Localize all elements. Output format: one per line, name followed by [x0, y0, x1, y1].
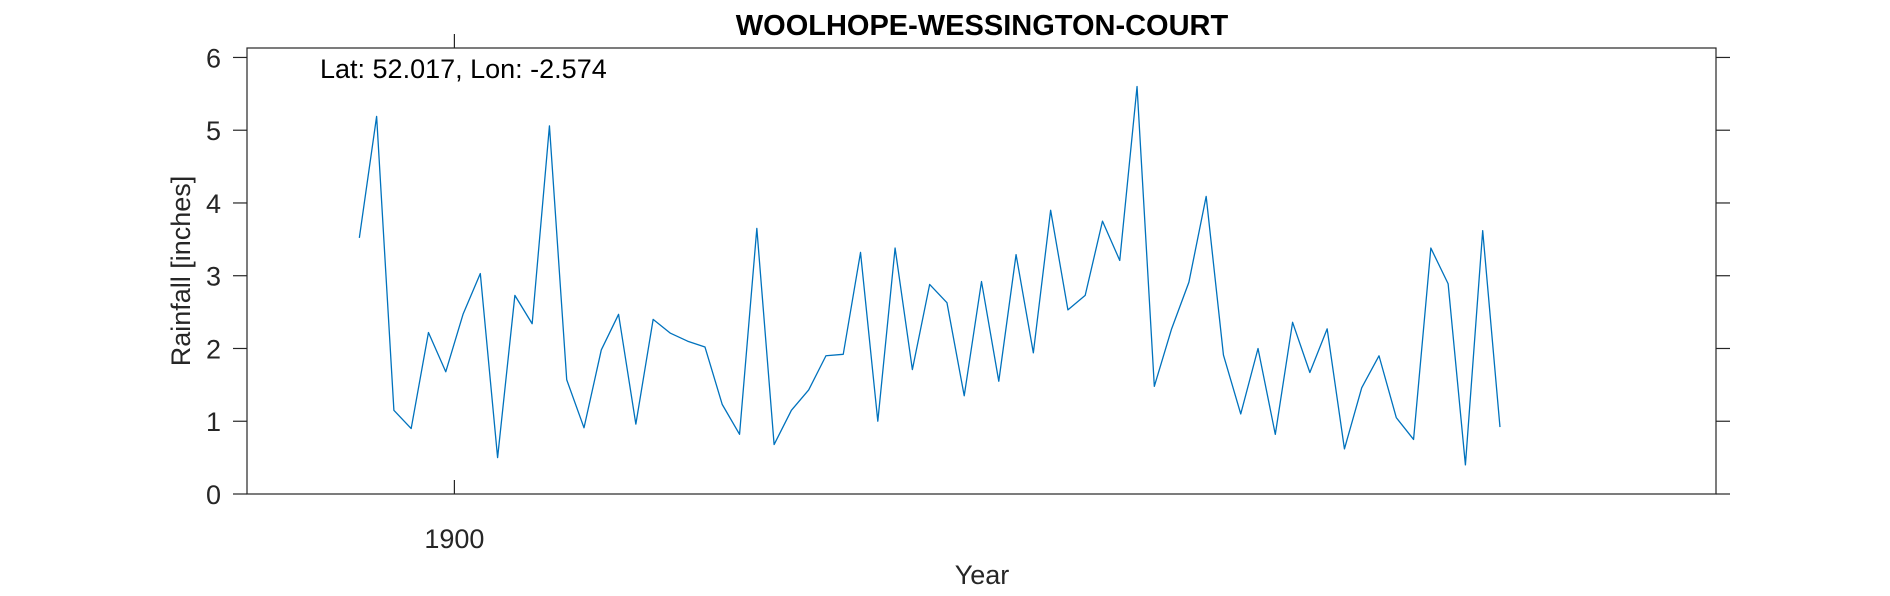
- y-tick-label-5: 5: [206, 116, 221, 146]
- chart-title: WOOLHOPE-WESSINGTON-COURT: [736, 10, 1229, 42]
- y-axis-label: Rainfall [inches]: [166, 176, 196, 367]
- y-tick-label-1: 1: [206, 407, 221, 437]
- location-annotation: Lat: 52.017, Lon: -2.574: [320, 54, 607, 84]
- rainfall-series-line: [358, 85, 1501, 466]
- x-tick-label-0: 1900: [424, 524, 484, 554]
- x-axis-ticks: 1900: [424, 34, 484, 554]
- y-tick-label-2: 2: [206, 334, 221, 364]
- y-tick-label-0: 0: [206, 480, 221, 510]
- y-tick-label-4: 4: [206, 189, 221, 219]
- y-axis-ticks: 0 1 2 3 4 5 6: [206, 43, 1730, 510]
- y-tick-label-6: 6: [206, 43, 221, 73]
- x-axis-label: Year: [955, 560, 1010, 590]
- plot-area-frame: [246, 47, 1717, 495]
- y-tick-label-3: 3: [206, 262, 221, 292]
